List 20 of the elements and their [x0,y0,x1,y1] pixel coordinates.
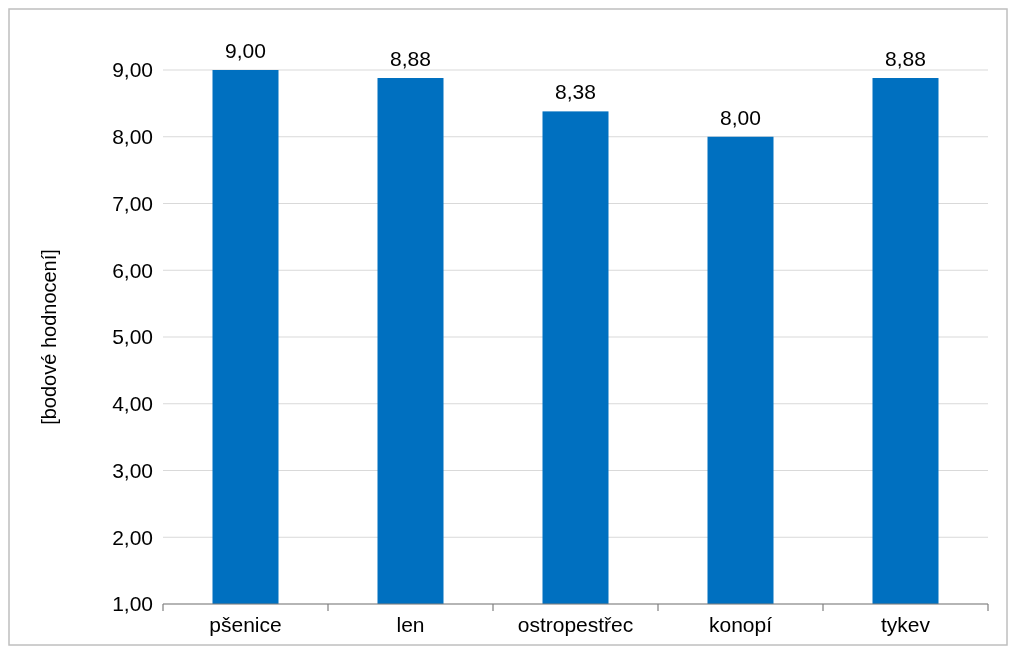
data-label: 8,88 [885,47,926,71]
x-tick-label: konopí [708,613,773,636]
data-label: 8,88 [390,47,431,71]
y-tick-label: 4,00 [112,392,153,416]
data-label: 8,38 [555,80,596,104]
y-tick-label: 5,00 [112,325,153,349]
y-tick-label: 9,00 [112,58,153,82]
y-tick-label: 7,00 [112,191,153,215]
data-label: 9,00 [225,39,266,62]
x-tick-label: len [396,613,425,636]
y-tick-label: 3,00 [112,458,153,482]
x-tick-label: pšenice [209,613,282,636]
y-tick-label: 2,00 [112,525,153,549]
y-axis-title: [bodové hodnocení] [38,249,60,425]
y-tick-label: 1,00 [112,592,153,616]
y-tick-label: 6,00 [112,258,153,282]
x-tick-label: ostropestřec [517,613,634,636]
data-label: 8,00 [720,105,761,129]
y-tick-label: 8,00 [112,125,153,149]
x-tick-label: tykev [880,613,931,636]
